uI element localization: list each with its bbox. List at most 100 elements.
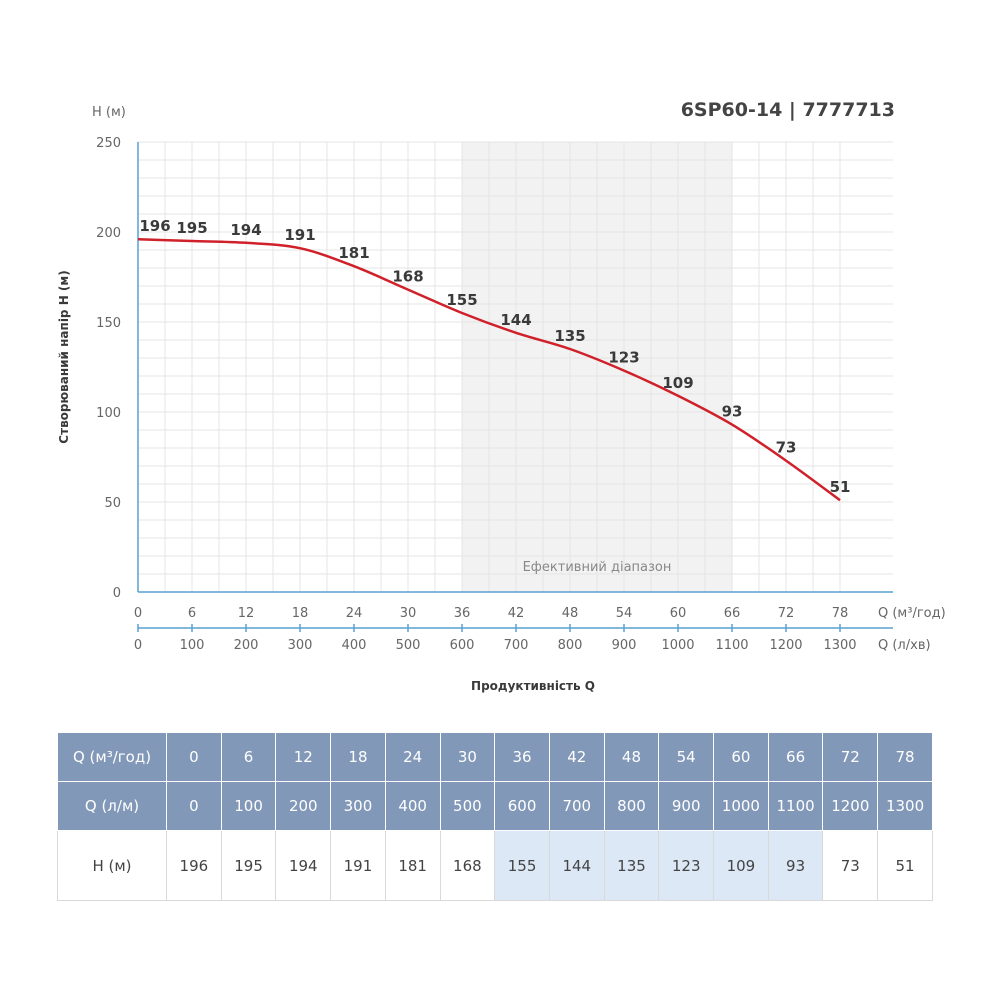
x-tick-label: 36 (454, 606, 471, 621)
table-cell: 100 (220, 781, 277, 831)
table-cell: 300 (330, 781, 386, 831)
x-tick-label: 18 (292, 606, 309, 621)
efficient-range-label: Ефективний діапазон (523, 560, 672, 575)
table-cell: 42 (548, 732, 605, 782)
table-cell: 66 (767, 732, 824, 782)
table-row-label: Q (л/м) (57, 781, 167, 831)
x-tick-label: 12 (238, 606, 255, 621)
x-axis-title: Продуктивність Q (471, 679, 595, 693)
y-tick-label: 100 (96, 406, 121, 421)
data-label: 93 (722, 403, 743, 421)
table-cell: 60 (713, 732, 769, 782)
x-tick-label: 24 (346, 606, 363, 621)
table-cell: 36 (494, 732, 550, 782)
data-label: 196 (139, 217, 170, 235)
x2-tick-label: 400 (342, 638, 367, 653)
data-label: 123 (608, 349, 639, 367)
pump-curve-chart: 0 50 100 150 200 250 0 6 12 18 24 30 36 42 48 54 60 66 72… (57, 99, 946, 693)
data-label: 168 (392, 268, 423, 286)
x2-tick-label: 0 (134, 638, 142, 653)
x-tick-label: 60 (670, 606, 687, 621)
data-label: 109 (662, 374, 693, 392)
table-cell: 18 (330, 732, 386, 782)
data-label: 194 (230, 221, 261, 239)
table-cell: 48 (603, 732, 660, 782)
table-cell: 1000 (713, 781, 769, 831)
x2-tick-label: 800 (558, 638, 583, 653)
table-cell: 1300 (877, 781, 933, 831)
data-label: 144 (500, 311, 531, 329)
x2-tick-label: 900 (612, 638, 637, 653)
x2-tick-label: 600 (450, 638, 475, 653)
table-cell: 73 (822, 830, 879, 901)
table-row: H (м) 196 195 194 191 181 168 155 144 135 123 109 93… (57, 830, 933, 901)
y-tick-labels: 0 50 100 150 200 250 (96, 136, 121, 601)
data-label: 135 (554, 327, 585, 345)
x-tick-label: 78 (832, 606, 849, 621)
table-row-label: H (м) (57, 830, 167, 901)
table-cell: 800 (603, 781, 660, 831)
x2-tick-label: 1000 (661, 638, 694, 653)
y-tick-label: 0 (113, 586, 121, 601)
table-cell: 72 (822, 732, 879, 782)
performance-table: Q (м³/год) 0 6 12 18 24 30 36 42 48 54 60 66 72 78 Q (л… (57, 732, 933, 901)
x2-unit-label: Q (л/хв) (878, 638, 931, 653)
x2-tick-label: 100 (180, 638, 205, 653)
table-cell: 500 (439, 781, 496, 831)
table-cell: 51 (877, 830, 933, 901)
series (137, 237, 841, 502)
y-tick-label: 50 (104, 496, 121, 511)
head-curve-line (137, 237, 841, 502)
table-row: Q (л/м) 0 100 200 300 400 500 600 700 800 900 1000 1… (57, 781, 933, 831)
table-cell: 12 (275, 732, 332, 782)
table-cell: 78 (877, 732, 933, 782)
table-cell: 195 (220, 830, 277, 901)
table-cell: 700 (548, 781, 605, 831)
x-tick-labels: 0 6 12 18 24 30 36 42 48 54 60 66 72 78 (134, 606, 848, 621)
x2-tick-label: 1100 (715, 638, 748, 653)
x-tick-label: 54 (616, 606, 633, 621)
data-labels: 196 195 194 191 181 168 155 144 135 123 109 93 73 51 (139, 217, 850, 496)
x-tick-label: 30 (400, 606, 417, 621)
y-tick-label: 250 (96, 136, 121, 151)
table-row-label: Q (м³/год) (57, 732, 167, 782)
x2-tick-label: 300 (288, 638, 313, 653)
table-cell: 200 (275, 781, 332, 831)
y-tick-label: 150 (96, 316, 121, 331)
table-cell: 181 (384, 830, 441, 901)
data-label: 73 (776, 439, 797, 457)
x-tick-label: 66 (724, 606, 741, 621)
x2-tick-label: 700 (504, 638, 529, 653)
table-cell: 196 (166, 830, 222, 901)
y-tick-label: 200 (96, 226, 121, 241)
table-cell: 54 (658, 732, 715, 782)
table-cell: 600 (494, 781, 550, 831)
data-label: 181 (338, 244, 369, 262)
table-cell: 0 (166, 732, 222, 782)
grid (137, 141, 893, 593)
table-cell: 1200 (822, 781, 879, 831)
y-unit-label: H (м) (92, 105, 126, 120)
data-label: 195 (176, 219, 207, 237)
table-cell: 123 (658, 830, 715, 901)
table-cell: 155 (494, 830, 550, 901)
y-axis-title: Створюваний напір H (м) (57, 270, 71, 443)
table-cell: 900 (658, 781, 715, 831)
table-cell: 30 (439, 732, 496, 782)
chart-model-title: 6SP60-14 | 7777713 (681, 99, 895, 121)
x2-tick-label: 500 (396, 638, 421, 653)
table-cell: 24 (384, 732, 441, 782)
x-tick-label: 72 (778, 606, 795, 621)
axes (137, 142, 893, 632)
x-tick-label: 6 (188, 606, 196, 621)
table-cell: 144 (548, 830, 605, 901)
table-cell: 93 (767, 830, 824, 901)
x2-tick-labels: 0 100 200 300 400 500 600 700 800 900 1000 1100 1200… (134, 638, 857, 653)
table-cell: 135 (603, 830, 660, 901)
x2-tick-label: 1200 (769, 638, 802, 653)
x2-tick-label: 1300 (823, 638, 856, 653)
table-row: Q (м³/год) 0 6 12 18 24 30 36 42 48 54 60 66 72 78 (57, 732, 933, 782)
table-cell: 191 (330, 830, 386, 901)
x-tick-label: 0 (134, 606, 142, 621)
table-cell: 6 (220, 732, 277, 782)
